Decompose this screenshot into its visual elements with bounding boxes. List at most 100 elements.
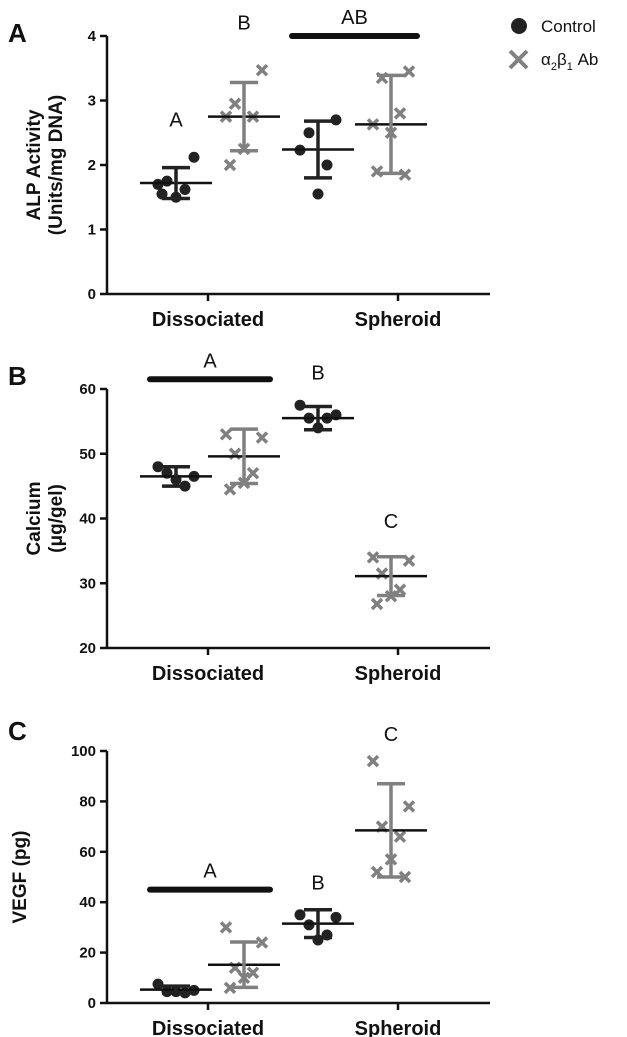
data-point-ab-stroke xyxy=(219,921,233,934)
y-tick-label: 80 xyxy=(79,793,96,810)
panel-B: B Calcium(μg/gel) 20 30 40 50 60 Dissociated Sph… xyxy=(8,350,490,685)
data-point-ab-stroke xyxy=(393,583,407,596)
data-point-ab-stroke xyxy=(370,597,384,611)
data-point-ab xyxy=(366,551,380,564)
data-point-control xyxy=(294,909,306,921)
y-tick-label: 0 xyxy=(88,286,96,303)
significance-label: AB xyxy=(341,7,368,29)
data-point-ab xyxy=(393,583,407,596)
significance-label: A xyxy=(169,109,183,131)
data-point-ab-stroke xyxy=(393,830,407,843)
legend-control-marker xyxy=(511,18,527,34)
legend: Control α2β1 Ab xyxy=(508,17,598,73)
legend-ab-label: α2β1 Ab xyxy=(541,50,598,73)
data-point-ab xyxy=(219,428,233,441)
data-point-control xyxy=(161,175,173,187)
data-point-ab xyxy=(402,800,416,813)
data-point-control xyxy=(179,184,191,196)
data-point-ab-stroke xyxy=(366,754,380,768)
data-point-ab-stroke xyxy=(402,65,416,78)
data-point-control xyxy=(294,399,306,411)
data-point-ab-stroke xyxy=(370,865,384,879)
data-point-control xyxy=(152,978,164,990)
data-point-control xyxy=(321,159,333,171)
data-point-ab-stroke xyxy=(402,800,416,813)
significance-label: C xyxy=(384,724,398,746)
x-category-label: Spheroid xyxy=(355,309,442,331)
x-category-label: Dissociated xyxy=(152,1018,264,1037)
y-tick-label: 20 xyxy=(79,640,96,657)
legend-control-label: Control xyxy=(541,17,596,36)
y-tick-label: 3 xyxy=(88,93,96,110)
data-point-control xyxy=(303,127,315,139)
data-point-ab xyxy=(223,158,237,172)
significance-label: A xyxy=(203,350,217,372)
data-point-control xyxy=(330,114,342,126)
data-point-control xyxy=(188,151,200,163)
x-category-label: Spheroid xyxy=(355,663,442,685)
data-point-ab-stroke xyxy=(228,97,242,110)
data-point-ab xyxy=(219,921,233,934)
x-category-label: Dissociated xyxy=(152,309,264,331)
significance-label: B xyxy=(311,362,324,384)
data-point-ab-stroke xyxy=(366,551,380,564)
data-point-ab xyxy=(255,63,269,77)
data-point-ab xyxy=(393,830,407,843)
y-tick-label: 4 xyxy=(88,28,97,45)
data-point-control xyxy=(152,178,164,190)
x-category-label: Dissociated xyxy=(152,663,264,685)
significance-label: B xyxy=(311,873,324,895)
data-point-ab-stroke xyxy=(246,966,260,979)
data-point-ab-stroke xyxy=(246,466,260,480)
data-point-ab-stroke xyxy=(219,428,233,441)
data-point-ab xyxy=(370,597,384,611)
y-tick-label: 100 xyxy=(71,743,96,760)
y-tick-label: 50 xyxy=(79,446,96,463)
data-point-control xyxy=(330,911,342,923)
panel-letter: A xyxy=(8,18,27,48)
data-point-ab-stroke xyxy=(402,554,416,567)
significance-label: A xyxy=(203,861,217,883)
x-category-label: Spheroid xyxy=(355,1018,442,1037)
data-point-control xyxy=(312,188,324,200)
data-point-ab-stroke xyxy=(255,936,269,949)
y-tick-label: 40 xyxy=(79,894,96,911)
y-tick-label: 1 xyxy=(88,222,96,239)
panel-letter: C xyxy=(8,716,27,746)
significance-label: C xyxy=(384,511,398,533)
data-point-ab-stroke xyxy=(255,431,269,444)
y-tick-label: 20 xyxy=(79,945,96,962)
data-point-control xyxy=(152,461,164,473)
data-point-ab-stroke xyxy=(370,165,384,178)
data-point-ab xyxy=(402,65,416,78)
y-tick-label: 30 xyxy=(79,575,96,592)
data-point-ab xyxy=(246,966,260,979)
data-point-ab-stroke xyxy=(393,107,407,120)
data-point-ab xyxy=(402,554,416,567)
data-point-control xyxy=(156,188,168,200)
panel-A: A ALP Activity(Units/mg DNA) 0 1 2 3 4 Dissocia… xyxy=(8,7,490,331)
y-tick-label: 60 xyxy=(79,381,96,398)
panel-letter: B xyxy=(8,361,27,391)
significance-label: B xyxy=(237,13,250,35)
data-point-ab xyxy=(255,936,269,949)
y-axis-label: Calcium(μg/gel) xyxy=(24,482,67,556)
data-point-control xyxy=(303,919,315,931)
data-point-ab-stroke xyxy=(255,63,269,77)
data-point-ab xyxy=(255,431,269,444)
data-point-ab-stroke xyxy=(223,483,237,496)
data-point-ab xyxy=(366,754,380,768)
y-axis-label: ALP Activity(Units/mg DNA) xyxy=(24,95,67,235)
y-tick-label: 0 xyxy=(88,995,96,1012)
legend-ab-marker xyxy=(508,49,529,70)
panels: A ALP Activity(Units/mg DNA) 0 1 2 3 4 Dissocia… xyxy=(8,7,490,1037)
y-tick-label: 40 xyxy=(79,511,96,528)
data-point-ab-stroke xyxy=(223,158,237,172)
data-point-ab xyxy=(246,466,260,480)
y-tick-label: 2 xyxy=(88,157,96,174)
y-axis-label: VEGF (pg) xyxy=(10,831,31,924)
y-tick-label: 60 xyxy=(79,844,96,861)
panel-C: C VEGF (pg) 0 20 40 60 80 100 Dissociated Spheroi… xyxy=(8,716,490,1037)
data-point-ab xyxy=(223,483,237,496)
